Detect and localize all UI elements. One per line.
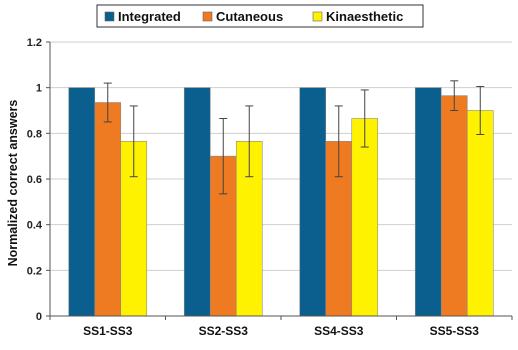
error-bar-cutaneous-ss1-ss3 — [103, 82, 112, 123]
legend-swatch-kinaesthetic — [312, 11, 323, 22]
x-tick-label: SS2-SS3 — [199, 324, 249, 338]
y-tick-label: 1.2 — [27, 37, 42, 49]
y-tick-label: 0.4 — [27, 220, 43, 232]
error-bar-cutaneous-ss2-ss3 — [219, 117, 228, 195]
bar-integrated-ss5-ss3 — [414, 87, 442, 317]
y-axis-ticks: 0 0.2 0.4 0.6 0.8 1 1.2 — [27, 37, 50, 323]
y-tick-label: 0 — [36, 311, 42, 323]
bar-integrated-ss2-ss3 — [183, 87, 211, 317]
error-bar-kinaesthetic-ss4-ss3 — [360, 89, 369, 148]
y-tick-label: 0.2 — [27, 265, 42, 277]
bars — [68, 87, 494, 317]
x-tick-label: SS4-SS3 — [314, 324, 364, 338]
legend-box — [96, 4, 424, 28]
error-bar-kinaesthetic-ss1-ss3 — [129, 105, 138, 178]
legend-swatch-integrated — [104, 11, 115, 22]
error-bars — [103, 80, 485, 195]
legend-label-cutaneous: Cutaneous — [216, 9, 283, 24]
x-axis-labels: SS1-SS3 SS2-SS3 SS4-SS3 SS5-SS3 — [49, 316, 513, 338]
legend-label-kinaesthetic: Kinaesthetic — [326, 9, 403, 24]
x-tick-label: SS1-SS3 — [83, 324, 133, 338]
y-tick-label: 0.8 — [27, 128, 42, 140]
legend: Integrated Cutaneous Kinaesthetic — [96, 4, 424, 28]
bar-kinaesthetic-ss4-ss3 — [351, 118, 379, 317]
error-bar-kinaesthetic-ss5-ss3 — [476, 86, 485, 135]
legend-swatch-cutaneous — [202, 11, 213, 22]
bar-cutaneous-ss5-ss3 — [440, 95, 468, 317]
y-axis-title: Normalized correct answers — [6, 100, 20, 267]
x-tick-label: SS5-SS3 — [430, 324, 480, 338]
error-bar-cutaneous-ss4-ss3 — [334, 105, 343, 178]
bar-cutaneous-ss1-ss3 — [94, 102, 122, 317]
legend-label-integrated: Integrated — [118, 9, 181, 24]
bar-integrated-ss1-ss3 — [68, 87, 96, 317]
y-tick-label: 0.6 — [27, 174, 42, 186]
error-bar-kinaesthetic-ss2-ss3 — [245, 105, 254, 178]
y-tick-label: 1 — [36, 83, 42, 95]
bar-kinaesthetic-ss5-ss3 — [466, 110, 494, 317]
bar-integrated-ss4-ss3 — [299, 87, 327, 317]
error-bar-cutaneous-ss5-ss3 — [450, 80, 459, 111]
